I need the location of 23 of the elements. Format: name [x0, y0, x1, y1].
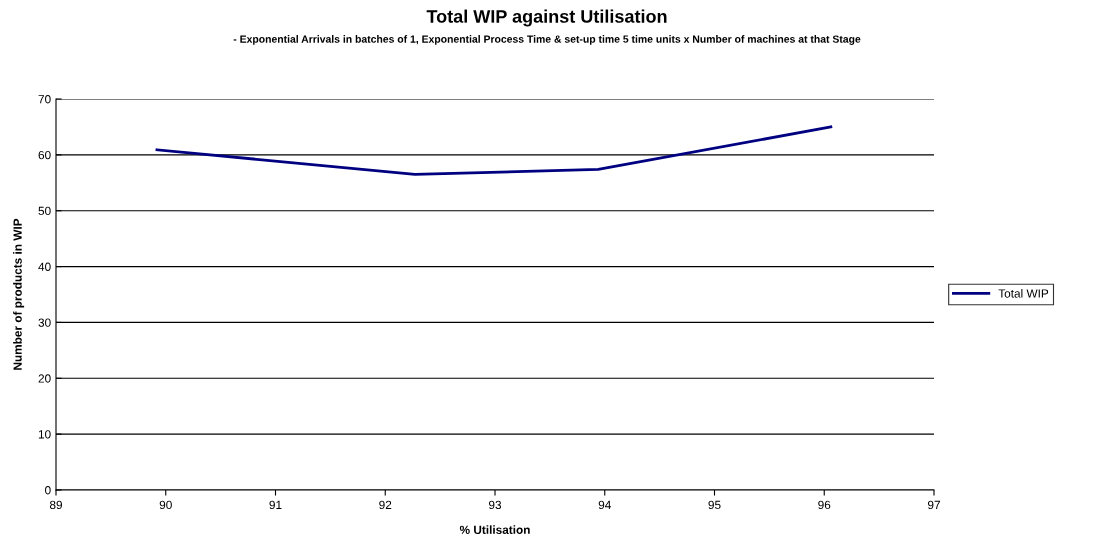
x-tick-label: 97 [927, 500, 940, 510]
x-tick-label: 90 [159, 500, 172, 510]
x-tick-label: 96 [818, 500, 831, 510]
x-tick-label: 89 [49, 500, 63, 510]
y-tick-label: 0 [45, 486, 51, 495]
y-tick-label: 30 [38, 318, 51, 327]
y-tick-label: 40 [38, 262, 51, 271]
y-tick-label: 10 [38, 430, 51, 439]
chart-subtitle: - Exponential Arrivals in batches of 1, Exponential Process Time & set-up time 5 time units x Number of machines at that Stage [233, 35, 861, 45]
chart-title: Total WIP against Utilisation [426, 9, 667, 27]
x-tick-label: 91 [269, 500, 282, 510]
x-tick-label: 92 [379, 500, 392, 510]
line-series [155, 125, 833, 176]
legend-label: Total WIP [998, 289, 1049, 298]
y-tick-label: 50 [38, 206, 51, 216]
y-tick-label: 60 [38, 150, 51, 160]
x-tick-label: 95 [708, 500, 721, 510]
y-axis-title: Number of products in WIP [13, 218, 25, 370]
y-tick-label: 70 [38, 95, 51, 104]
y-tick-label: 20 [38, 374, 51, 383]
x-tick-label: 94 [598, 500, 611, 510]
x-axis-title: % Utilisation [459, 525, 530, 534]
x-tick-label: 93 [488, 500, 502, 510]
